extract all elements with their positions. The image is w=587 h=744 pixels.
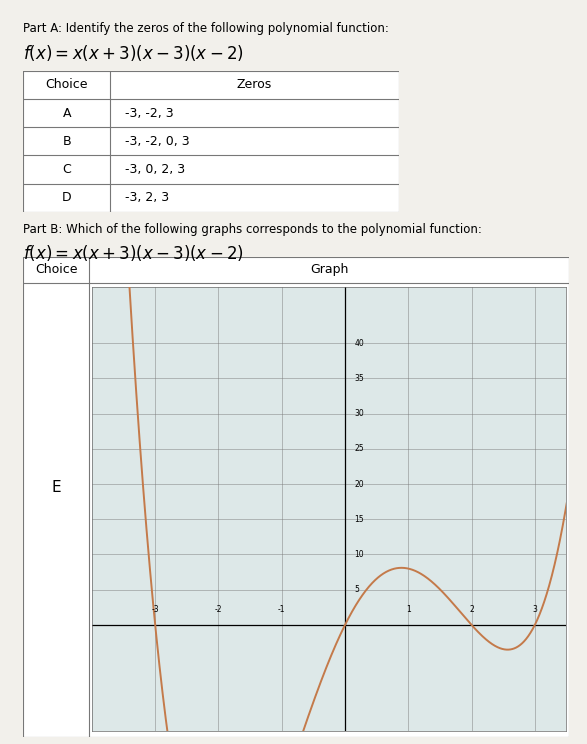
Text: 1: 1 (406, 606, 411, 615)
Text: Choice: Choice (35, 263, 77, 276)
Text: B: B (62, 135, 71, 148)
Text: -3, -2, 3: -3, -2, 3 (125, 106, 174, 120)
Text: -3, -2, 0, 3: -3, -2, 0, 3 (125, 135, 190, 148)
Text: -1: -1 (278, 606, 285, 615)
Text: -3: -3 (151, 606, 159, 615)
Text: 15: 15 (355, 515, 364, 524)
Text: E: E (52, 480, 61, 495)
Text: C: C (62, 163, 71, 176)
Text: -3, 2, 3: -3, 2, 3 (125, 191, 169, 205)
Text: 5: 5 (355, 586, 359, 594)
Text: 2: 2 (469, 606, 474, 615)
Text: Graph: Graph (310, 263, 348, 276)
Text: 30: 30 (355, 409, 365, 418)
Text: 20: 20 (355, 480, 364, 489)
Text: A: A (62, 106, 71, 120)
Text: -2: -2 (215, 606, 222, 615)
Text: 25: 25 (355, 444, 364, 453)
Text: 35: 35 (355, 374, 365, 383)
Text: $f(x) = x(x+3)(x-3)(x-2)$: $f(x) = x(x+3)(x-3)(x-2)$ (23, 43, 244, 63)
Text: $f(x) = x(x+3)(x-3)(x-2)$: $f(x) = x(x+3)(x-3)(x-2)$ (23, 243, 244, 263)
Text: D: D (62, 191, 72, 205)
Text: Zeros: Zeros (237, 78, 272, 92)
Text: 10: 10 (355, 550, 364, 559)
Text: Part B: Which of the following graphs corresponds to the polynomial function:: Part B: Which of the following graphs co… (23, 223, 483, 236)
Text: 3: 3 (532, 606, 537, 615)
Text: 40: 40 (355, 339, 365, 347)
Text: -3, 0, 2, 3: -3, 0, 2, 3 (125, 163, 185, 176)
Text: Part A: Identify the zeros of the following polynomial function:: Part A: Identify the zeros of the follow… (23, 22, 389, 35)
Text: Choice: Choice (45, 78, 88, 92)
